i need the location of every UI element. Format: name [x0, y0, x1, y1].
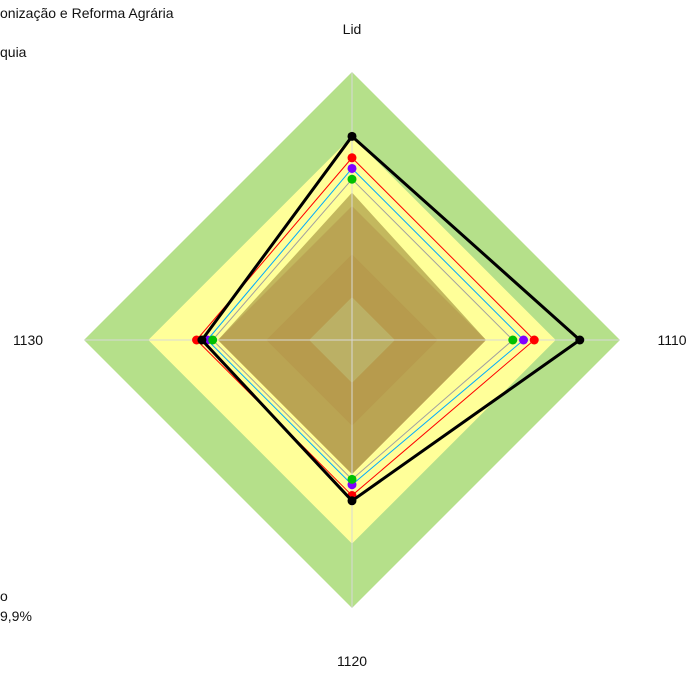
- radar-point-s3-0: [347, 174, 357, 184]
- radar-point-s1-0: [347, 153, 357, 163]
- radar-point-s3-2: [347, 474, 357, 484]
- chart-subtitle-fragment: quia: [0, 44, 27, 60]
- footer-line-2: 9,9%: [0, 608, 32, 624]
- axis-label-2: 1120: [337, 653, 367, 669]
- radar-point-s3-3: [208, 335, 218, 345]
- radar-point-s1-1: [529, 335, 539, 345]
- radar-point-s0-3: [197, 335, 207, 345]
- footer-line-1: o: [0, 588, 8, 604]
- radar-point-s0-0: [347, 131, 357, 141]
- radar-axis-labels: Lid 1110 1120 1130: [13, 21, 687, 669]
- radar-series: [192, 131, 585, 506]
- radar-gridlines: [84, 72, 620, 608]
- radar-point-s3-1: [508, 335, 518, 345]
- axis-label-0: Lid: [343, 21, 362, 37]
- radar-point-s0-1: [575, 335, 585, 345]
- axis-label-1: 1110: [657, 332, 686, 348]
- radar-point-s2-0: [347, 163, 357, 173]
- chart-title-fragment: onização e Reforma Agrária: [0, 5, 174, 21]
- radar-point-s0-2: [347, 496, 357, 506]
- radar-point-s2-1: [519, 335, 529, 345]
- axis-label-3: 1130: [13, 332, 43, 348]
